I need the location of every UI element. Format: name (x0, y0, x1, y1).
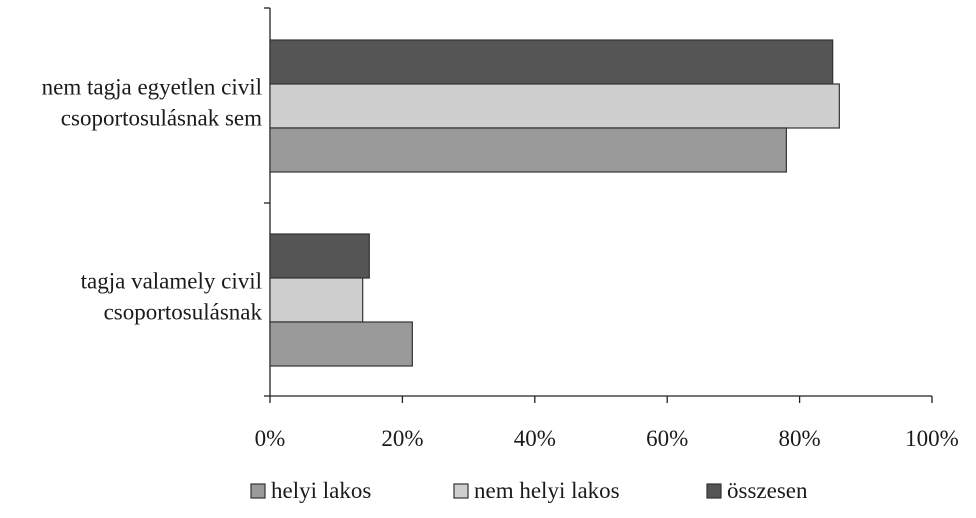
x-tick-label: 20% (381, 426, 423, 451)
legend-label: összesen (727, 478, 808, 503)
bar (269, 39, 834, 85)
bar (269, 127, 787, 173)
x-tick-label: 0% (255, 426, 286, 451)
category-label: tagja valamely civil csoportosulásnak (81, 269, 263, 325)
bar (269, 233, 370, 279)
bar (269, 321, 413, 367)
category-label: nem tagja egyetlen civil csoportosulásnak… (42, 75, 262, 131)
x-tick-label: 60% (646, 426, 688, 451)
category-label-line: csoportosulásnak (104, 300, 263, 325)
category-label-line: csoportosulásnak sem (61, 106, 262, 131)
x-tick-label: 100% (905, 426, 959, 451)
legend-swatch (453, 483, 469, 499)
legend-swatch (706, 483, 722, 499)
legend-label: helyi lakos (271, 478, 371, 503)
category-label-line: nem tagja egyetlen civil (42, 75, 262, 100)
bar (269, 277, 364, 323)
category-label-line: tagja valamely civil (81, 269, 262, 294)
bar (269, 83, 840, 129)
legend-label: nem helyi lakos (474, 478, 620, 503)
legend-swatch (250, 483, 266, 499)
x-tick-label: 40% (514, 426, 556, 451)
x-tick-label: 80% (779, 426, 821, 451)
